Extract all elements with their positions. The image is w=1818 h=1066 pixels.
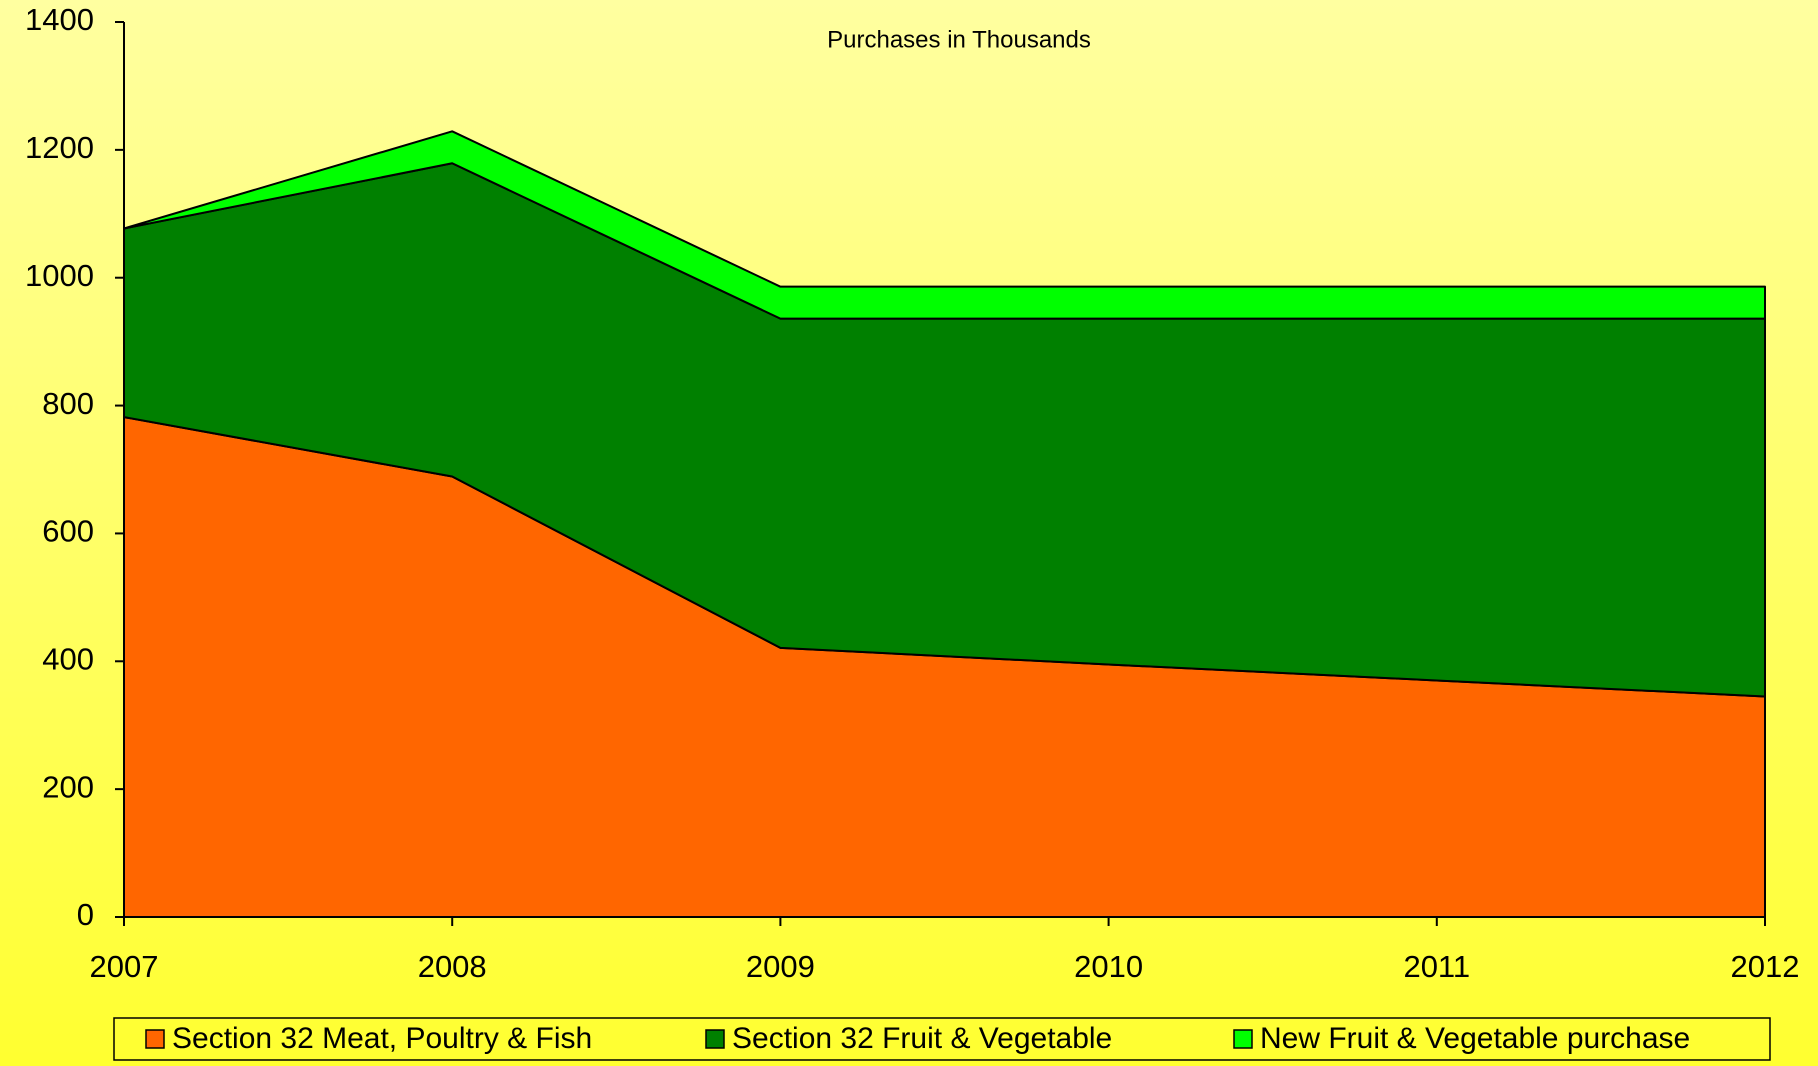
legend-label: Section 32 Meat, Poultry & Fish [172, 1022, 592, 1055]
y-tick-label: 800 [42, 386, 94, 421]
x-tick-label: 2007 [90, 949, 159, 984]
legend [113, 1017, 1771, 1061]
legend-swatch [705, 1029, 725, 1049]
chart-title: Purchases in Thousands [827, 26, 1091, 53]
x-tick-label: 2011 [1403, 949, 1470, 984]
y-tick-label: 1000 [25, 258, 94, 293]
x-tick-label: 2010 [1074, 949, 1143, 984]
y-tick-label: 1200 [25, 130, 94, 165]
legend-swatch [145, 1029, 165, 1049]
y-tick-label: 400 [42, 641, 94, 676]
legend-swatch [1233, 1029, 1253, 1049]
y-tick-label: 600 [42, 514, 94, 549]
y-tick-label: 200 [42, 769, 94, 804]
x-tick-label: 2008 [418, 949, 487, 984]
y-tick-label: 0 [77, 897, 94, 932]
x-tick-label: 2012 [1731, 949, 1800, 984]
legend-label: New Fruit & Vegetable purchase [1260, 1022, 1690, 1055]
x-tick-label: 2009 [746, 949, 815, 984]
y-tick-label: 1400 [25, 2, 94, 37]
legend-label: Section 32 Fruit & Vegetable [732, 1022, 1112, 1055]
area [123, 130, 1766, 320]
